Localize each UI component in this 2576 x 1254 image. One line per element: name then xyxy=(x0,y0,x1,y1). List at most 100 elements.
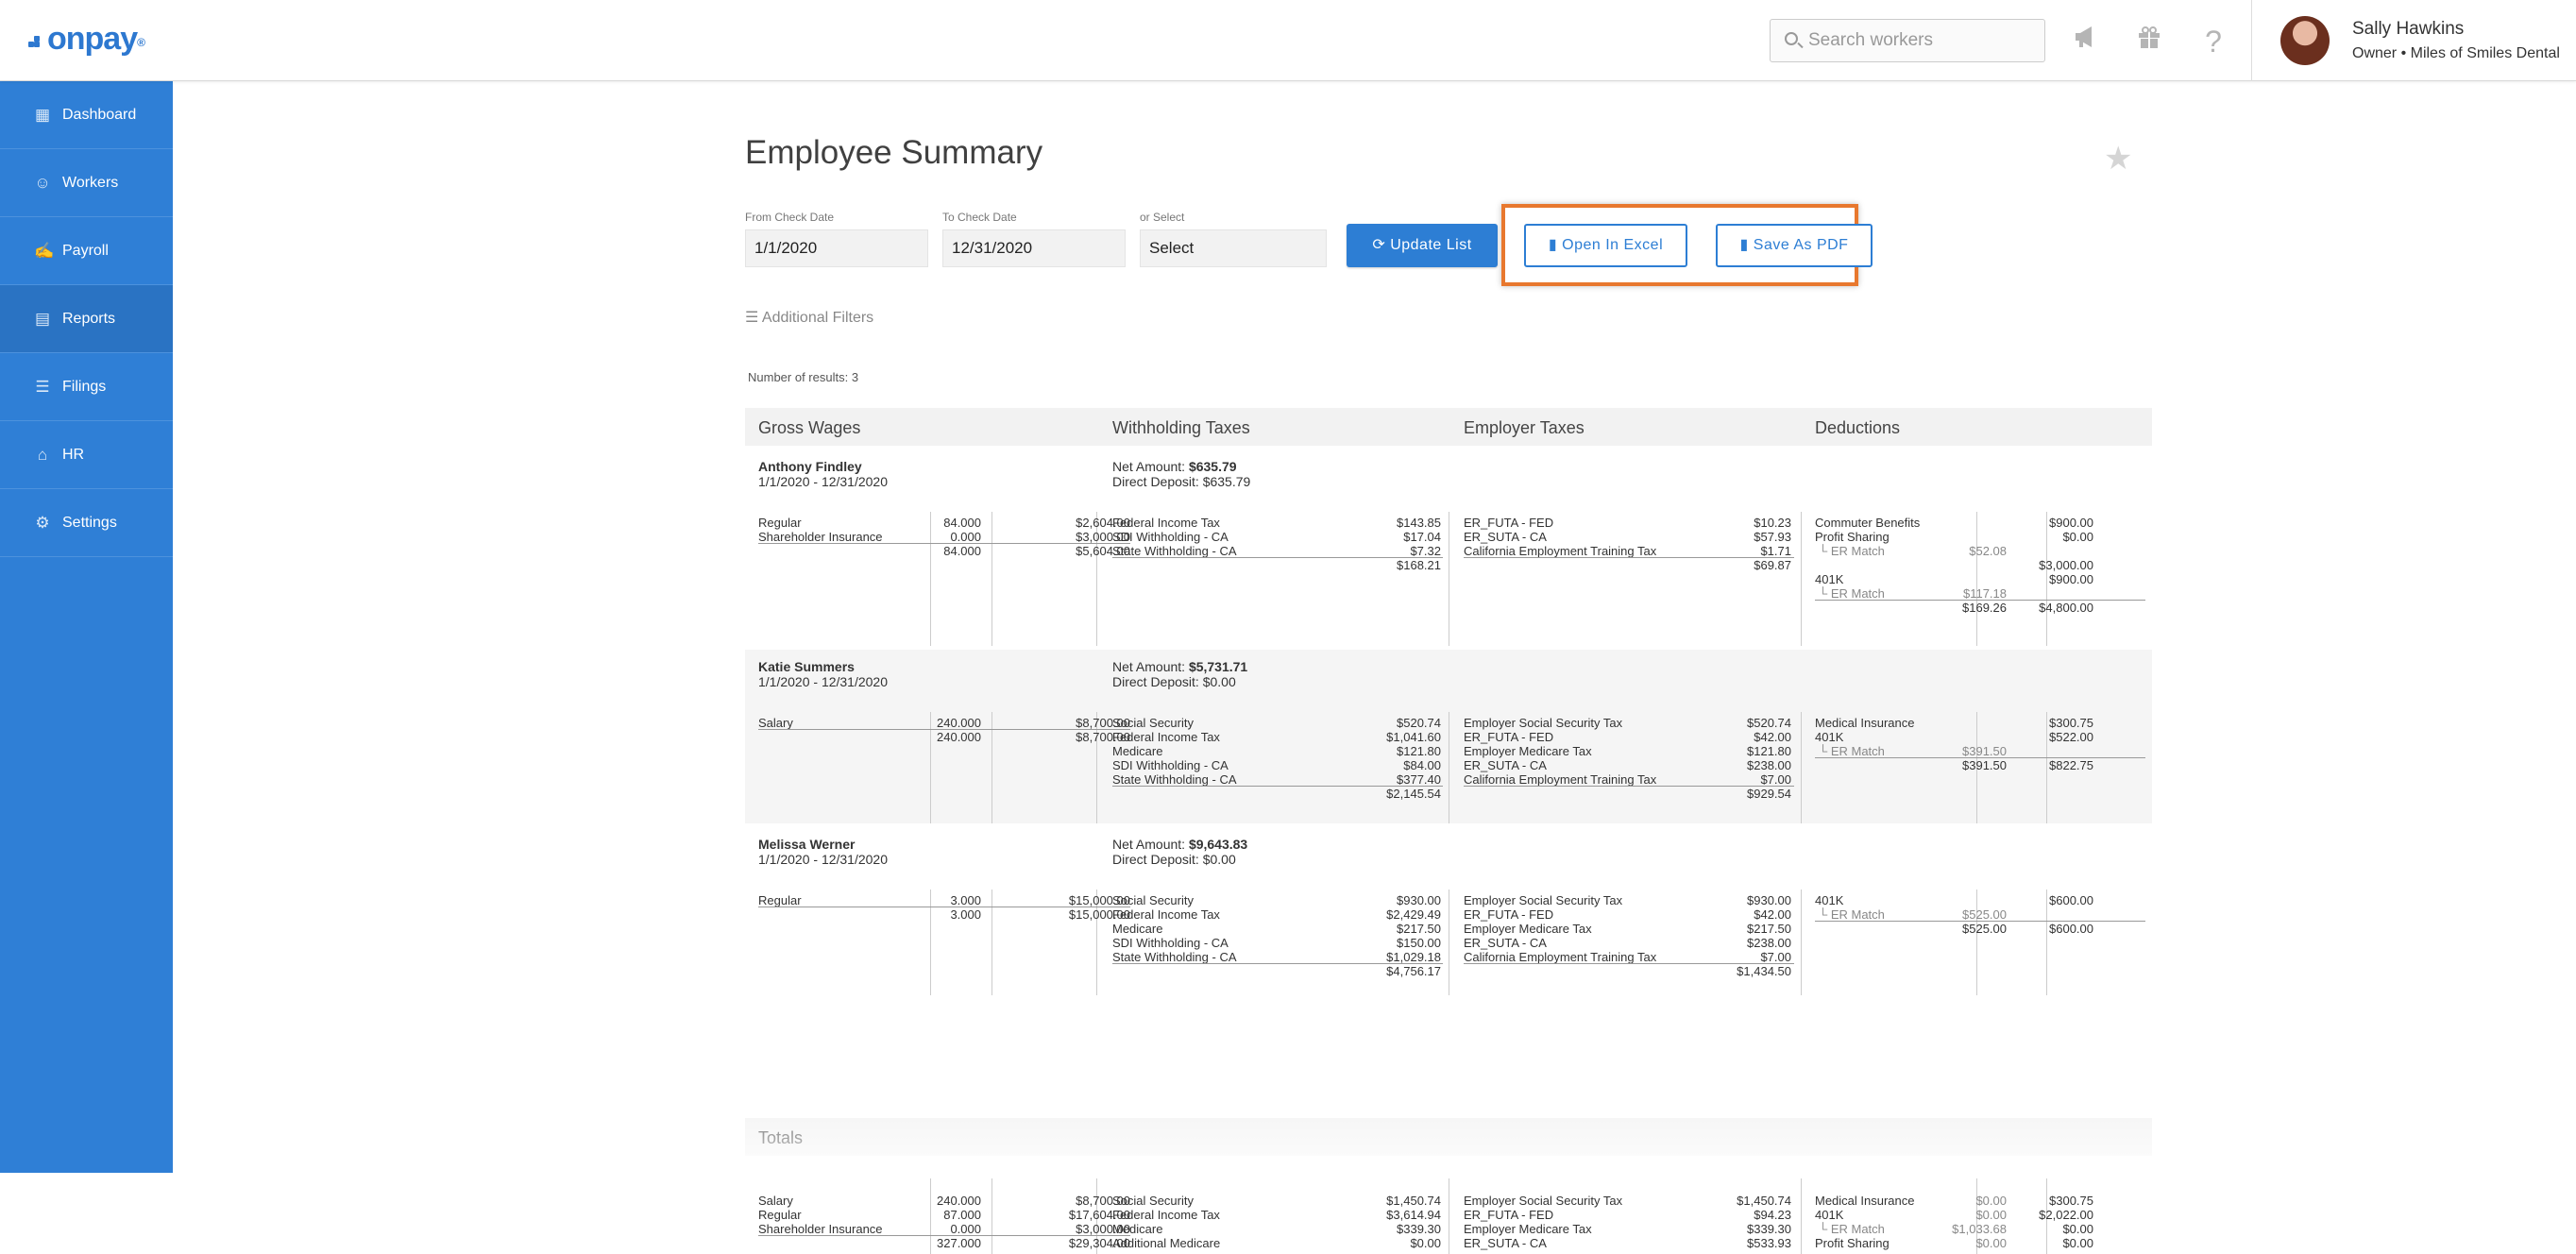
sidebar-item-reports[interactable]: ▤ Reports xyxy=(0,285,173,353)
deduction-amount: $0.00 xyxy=(2062,1236,2093,1250)
period-select[interactable]: Select xyxy=(1140,229,1327,267)
withholding-label: Additional Medicare xyxy=(1112,1236,1221,1250)
net-amount-value: $9,643.83 xyxy=(1188,837,1248,852)
subtotal-line xyxy=(1464,786,1794,787)
withholding-label: Medicare xyxy=(1112,922,1163,936)
wage-hours: 84.000 xyxy=(943,516,981,530)
employee-date-range: 1/1/2020 - 12/31/2020 xyxy=(758,674,889,689)
save-as-pdf-button[interactable]: ▮ Save As PDF xyxy=(1716,224,1873,267)
wage-amount: $2,604.00 xyxy=(1076,516,1130,530)
withholding-amount: $150.00 xyxy=(1397,936,1441,950)
wage-hours-total: 84.000 xyxy=(943,544,981,558)
net-amount: Net Amount: $9,643.83 xyxy=(1112,837,1247,852)
withholding-label: State Withholding - CA xyxy=(1112,772,1237,787)
help-icon[interactable]: ? xyxy=(2205,25,2222,59)
subtotal-line xyxy=(1464,963,1794,964)
employer-tax-amount: $10.23 xyxy=(1754,516,1791,530)
withholding-label: Medicare xyxy=(1112,1222,1163,1236)
deduction-label: 401K xyxy=(1815,893,1844,907)
withholding-label: Federal Income Tax xyxy=(1112,730,1220,744)
to-date-input[interactable]: 12/31/2020 xyxy=(942,229,1126,267)
sidebar-item-filings[interactable]: ☰ Filings xyxy=(0,353,173,421)
favorite-star-icon[interactable]: ★ xyxy=(2104,141,2133,177)
wage-amount-total: $8,700.00 xyxy=(1076,730,1130,744)
employer-tax-label: Employer Social Security Tax xyxy=(1464,716,1623,730)
deduction-amount: $300.75 xyxy=(2049,716,2093,730)
wage-type: Shareholder Insurance xyxy=(758,1222,883,1236)
employee-date-range: 1/1/2020 - 12/31/2020 xyxy=(758,474,889,489)
employee-section: Melissa Werner 1/1/2020 - 12/31/2020 Net A… xyxy=(745,827,2152,995)
onpay-logo[interactable]: onpay® xyxy=(28,21,145,58)
page-title: Employee Summary xyxy=(745,134,1043,171)
column-divider xyxy=(1096,712,1097,823)
sidebar-item-hr[interactable]: ⌂ HR xyxy=(0,421,173,489)
net-amount: Net Amount: $635.79 xyxy=(1112,459,1237,474)
employer-tax-label: ER_SUTA - CA xyxy=(1464,1236,1547,1250)
wage-amount-total: $29,304.00 xyxy=(1068,1236,1130,1250)
wage-hours: 87.000 xyxy=(943,1208,981,1222)
sidebar-item-workers[interactable]: ☺ Workers xyxy=(0,149,173,217)
employer-tax-total: $1,434.50 xyxy=(1737,964,1791,978)
employer-tax-label: California Employment Training Tax xyxy=(1464,544,1657,558)
employer-tax-amount: $121.80 xyxy=(1747,744,1791,758)
from-date-input[interactable]: 1/1/2020 xyxy=(745,229,928,267)
employer-tax-label: Employer Medicare Tax xyxy=(1464,1222,1592,1236)
file-icon: ▮ xyxy=(1739,237,1754,253)
deduction-label: Medical Insurance xyxy=(1815,716,1915,730)
withholding-amount: $121.80 xyxy=(1397,744,1441,758)
direct-deposit: Direct Deposit: $0.00 xyxy=(1112,852,1236,867)
payroll-icon: ✍ xyxy=(34,241,55,260)
deduction-total: $4,800.00 xyxy=(2039,601,2093,615)
employer-tax-label: ER_FUTA - FED xyxy=(1464,907,1554,922)
employer-tax-label: ER_SUTA - CA xyxy=(1464,936,1547,950)
wage-hours: 0.000 xyxy=(950,530,981,544)
net-amount: Net Amount: $5,731.71 xyxy=(1112,659,1247,674)
deduction-amount: $3,000.00 xyxy=(2039,558,2093,572)
withholding-label: State Withholding - CA xyxy=(1112,950,1237,964)
open-in-excel-button[interactable]: ▮ Open In Excel xyxy=(1524,224,1687,267)
deduction-label: └ ER Match xyxy=(1819,907,1885,922)
search-input[interactable]: Search workers xyxy=(1770,19,2045,62)
gift-icon[interactable] xyxy=(2130,23,2168,60)
employer-tax-label: ER_SUTA - CA xyxy=(1464,530,1547,544)
sidebar-item-dashboard[interactable]: ▦ Dashboard xyxy=(0,81,173,149)
wage-hours: 3.000 xyxy=(950,893,981,907)
subtotal-line xyxy=(758,543,1130,544)
wage-hours-total: 240.000 xyxy=(937,730,981,744)
main-content: Employee Summary ★ From Check Date 1/1/2… xyxy=(173,81,2576,1254)
employer-tax-total: $929.54 xyxy=(1747,787,1791,801)
to-date-label: To Check Date xyxy=(942,211,1017,224)
dashboard-icon: ▦ xyxy=(34,105,51,124)
column-divider xyxy=(1976,890,1977,995)
avatar[interactable] xyxy=(2280,16,2330,65)
deduction-employer-amount: $391.50 xyxy=(1962,744,2007,758)
column-divider xyxy=(2046,512,2047,646)
deduction-label: └ ER Match xyxy=(1819,544,1885,558)
user-name[interactable]: Sally Hawkins xyxy=(2352,19,2465,39)
wage-amount-total: $15,000.00 xyxy=(1068,907,1130,922)
megaphone-icon[interactable] xyxy=(2067,23,2105,60)
employer-tax-amount: $930.00 xyxy=(1747,893,1791,907)
filter-icon: ☰ xyxy=(745,310,762,326)
deduction-amount: $900.00 xyxy=(2049,516,2093,530)
employer-tax-label: Employer Medicare Tax xyxy=(1464,922,1592,936)
gear-icon: ⚙ xyxy=(35,513,50,532)
sidebar-item-payroll[interactable]: ✍ Payroll xyxy=(0,217,173,285)
deduction-employer-total: $169.26 xyxy=(1962,601,2007,615)
column-divider xyxy=(991,712,992,823)
sidebar-item-settings[interactable]: ⚙ Settings xyxy=(0,489,173,557)
deduction-amount: $600.00 xyxy=(2049,893,2093,907)
wage-amount: $17,604.00 xyxy=(1068,1208,1130,1222)
withholding-total: $4,756.17 xyxy=(1386,964,1441,978)
deduction-employer-amount: $525.00 xyxy=(1962,907,2007,922)
additional-filters-link[interactable]: ☰ Additional Filters xyxy=(745,310,874,326)
column-divider xyxy=(1801,712,1802,823)
update-list-button[interactable]: ⟳ Update List xyxy=(1347,224,1498,267)
withholding-amount: $339.30 xyxy=(1397,1222,1441,1236)
wage-hours: 240.000 xyxy=(937,716,981,730)
deduction-label: 401K xyxy=(1815,1208,1844,1222)
deduction-label: 401K xyxy=(1815,730,1844,744)
employer-tax-amount: $520.74 xyxy=(1747,716,1791,730)
employer-tax-amount: $42.00 xyxy=(1754,730,1791,744)
employer-tax-amount: $7.00 xyxy=(1760,772,1791,787)
